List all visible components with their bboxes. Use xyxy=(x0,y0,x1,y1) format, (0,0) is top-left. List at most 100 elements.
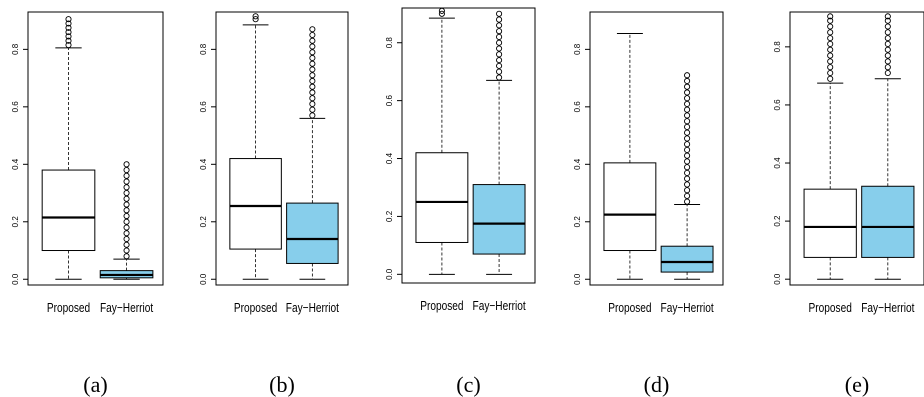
category-label: Proposed xyxy=(608,301,651,315)
outlier-point xyxy=(496,39,503,46)
category-label: Proposed xyxy=(420,299,463,313)
outlier-point xyxy=(827,29,834,36)
iqr-box xyxy=(415,152,469,243)
outlier-point xyxy=(309,95,316,102)
category-label: Fay−Herriot xyxy=(861,301,915,315)
iqr-box xyxy=(603,162,657,252)
outlier-point xyxy=(827,58,834,65)
panel-5: 0.0 0.2 0.4 0.6 0.8 Proposed Fay−Herriot (e) xyxy=(773,11,924,397)
outlier-point xyxy=(684,129,691,136)
outlier-point xyxy=(309,112,316,119)
outlier-point xyxy=(496,74,503,81)
y-tick-label: 0.4 xyxy=(11,158,20,170)
outlier-point xyxy=(827,40,834,47)
outlier-point xyxy=(684,135,691,142)
plot-frame xyxy=(789,11,924,286)
outlier-point xyxy=(684,112,691,119)
iqr-box xyxy=(41,169,96,252)
panel-label: (a) xyxy=(83,372,107,397)
outlier-point xyxy=(884,58,891,65)
outlier-point xyxy=(884,35,891,42)
outlier-point xyxy=(65,29,72,36)
outlier-point xyxy=(684,89,691,96)
outlier-point xyxy=(884,52,891,59)
y-tick-label: 0.2 xyxy=(385,210,394,222)
outlier-point xyxy=(684,164,691,171)
iqr-box xyxy=(660,245,714,273)
y-tick-label: 0.0 xyxy=(385,268,394,280)
outlier-point xyxy=(884,29,891,36)
outlier-point xyxy=(123,218,130,225)
category-label: Fay−Herriot xyxy=(100,301,154,315)
outlier-point xyxy=(123,167,130,174)
outlier-point xyxy=(884,69,891,77)
y-tick-label: 0.2 xyxy=(773,215,782,227)
outlier-point xyxy=(496,62,503,69)
panel-2: 0.0 0.2 0.4 0.6 0.8 Proposed Fay−Herriot (b) xyxy=(199,11,349,397)
outlier-point xyxy=(309,26,316,33)
outlier-point xyxy=(65,33,72,40)
outlier-point xyxy=(684,169,691,176)
outlier-point xyxy=(496,28,503,35)
y-tick-label: 0.0 xyxy=(573,273,582,285)
outlier-point xyxy=(684,187,691,194)
outlier-point xyxy=(827,46,834,53)
outlier-point xyxy=(827,17,834,24)
outlier-point xyxy=(496,33,503,40)
outlier-point xyxy=(496,68,503,75)
box-fay-herriot xyxy=(99,161,154,280)
outlier-point xyxy=(884,23,891,30)
y-tick-label: 0.8 xyxy=(199,43,208,55)
plot-frame xyxy=(401,7,536,284)
y-tick-label: 0.6 xyxy=(11,101,20,113)
outlier-point xyxy=(884,64,891,71)
outlier-point xyxy=(252,13,259,20)
y-tick-label: 0.6 xyxy=(773,99,782,111)
outlier-point xyxy=(123,253,130,260)
category-label: Proposed xyxy=(47,301,90,315)
outlier-point xyxy=(827,64,834,71)
iqr-box xyxy=(229,158,282,250)
outlier-point xyxy=(684,95,691,102)
panel-3: 0.0 0.2 0.4 0.6 0.8 Proposed Fay−Herriot (c) xyxy=(385,7,536,397)
outlier-point xyxy=(65,20,72,27)
outlier-point xyxy=(684,118,691,125)
iqr-box xyxy=(803,188,857,258)
plot-frame xyxy=(215,11,349,286)
outlier-point xyxy=(827,13,834,20)
outlier-point xyxy=(123,184,130,191)
y-tick-label: 0.2 xyxy=(11,216,20,228)
outlier-point xyxy=(65,16,72,23)
outlier-point xyxy=(309,37,316,44)
outlier-point xyxy=(123,172,130,179)
iqr-box xyxy=(472,184,526,255)
outlier-point xyxy=(684,123,691,130)
outlier-point xyxy=(884,40,891,47)
outlier-point xyxy=(496,16,503,23)
outlier-point xyxy=(884,46,891,53)
outlier-point xyxy=(123,195,130,202)
outlier-point xyxy=(123,207,130,214)
y-tick-label: 0.2 xyxy=(199,216,208,228)
y-tick-label: 0.4 xyxy=(773,157,782,169)
y-tick-label: 0.6 xyxy=(385,95,394,107)
outlier-point xyxy=(123,189,130,197)
outlier-point xyxy=(123,161,130,168)
outlier-point xyxy=(884,17,891,24)
outlier-point xyxy=(684,192,691,199)
plot-frame xyxy=(27,11,164,286)
y-tick-label: 0.4 xyxy=(199,158,208,170)
outlier-point xyxy=(684,158,691,165)
outlier-point xyxy=(309,83,316,90)
outlier-point xyxy=(123,212,130,220)
outlier-point xyxy=(123,178,130,185)
outlier-point xyxy=(496,51,503,58)
outlier-point xyxy=(123,230,130,237)
panel-label: (c) xyxy=(456,372,480,397)
outlier-point xyxy=(309,77,316,85)
outlier-point xyxy=(123,247,130,254)
outlier-point xyxy=(827,75,834,82)
outlier-point xyxy=(684,83,691,90)
outlier-point xyxy=(309,43,316,50)
y-tick-label: 0.8 xyxy=(773,41,782,53)
